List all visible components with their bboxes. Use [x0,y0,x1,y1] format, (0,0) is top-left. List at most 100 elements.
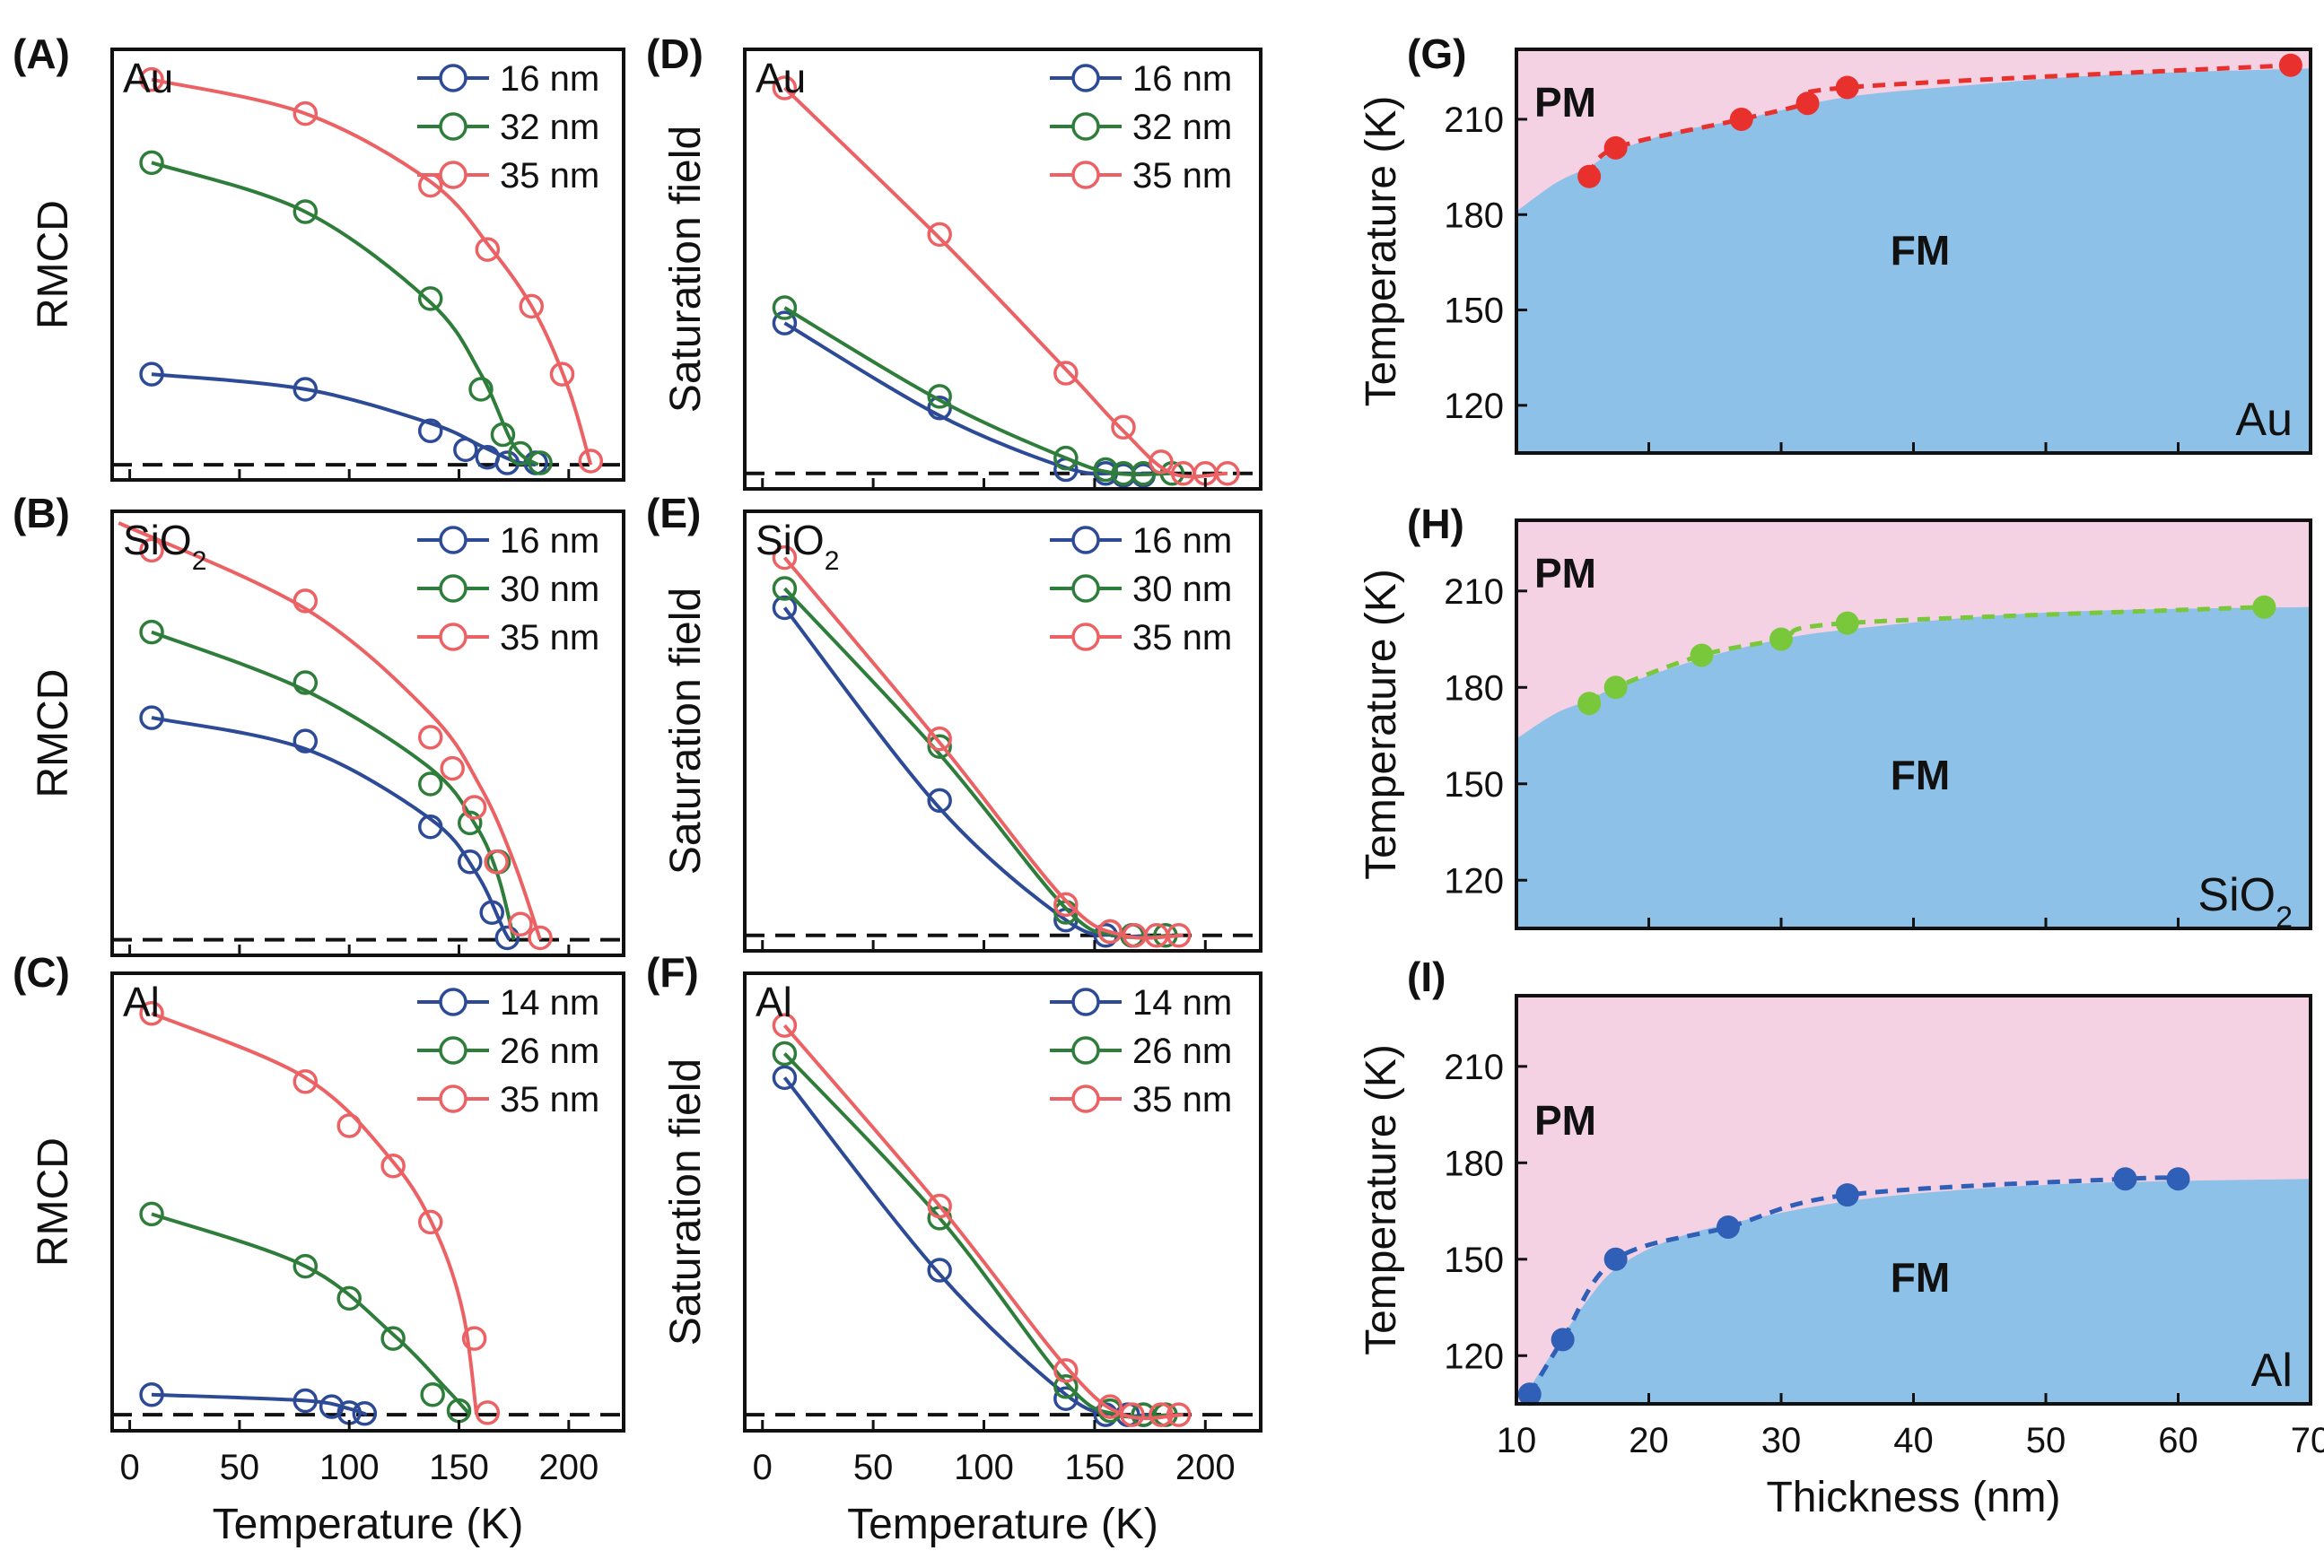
data-point [772,1041,798,1067]
data-point [927,222,952,248]
legend-label: 35 nm [1132,618,1232,658]
xtick-label: 0 [753,1448,773,1487]
data-point [417,286,443,311]
xtick-label: 40 [1893,1421,1934,1460]
fm-label: FM [1891,227,1950,274]
series-line-2 [782,1024,1184,1421]
data-point [1835,1183,1859,1207]
data-point [1835,75,1859,100]
y-axis-label: Temperature (K) [1358,569,1405,880]
panel-label: (F) [646,949,699,996]
y-axis-label: RMCD [30,669,77,798]
panel-label: (B) [13,490,70,536]
x-axis-label: Temperature (K) [847,1501,1158,1548]
data-point [1097,1394,1123,1419]
data-point [927,726,952,752]
data-point [1149,449,1174,475]
data-point [139,362,164,387]
data-point [336,1285,362,1311]
legend-marker [1071,64,1100,92]
legend-marker [439,112,467,141]
data-point [139,1201,164,1227]
series-line-0 [782,1076,1150,1418]
ytick-label: 150 [1444,292,1504,331]
data-point [1149,1402,1174,1427]
plot-frame [110,971,625,1433]
data-point [772,544,798,571]
data-point [1166,1402,1192,1427]
x-axis-label: Temperature (K) [213,1501,524,1548]
xtick-label: 10 [1497,1421,1537,1460]
panel-label: (A) [13,30,70,77]
pm-label: PM [1534,1097,1596,1144]
data-point [293,377,319,402]
substrate-subscript: 2 [192,546,207,576]
panel-label: (I) [1407,954,1446,1000]
ytick-label: 150 [1444,1241,1504,1280]
xtick-label: 60 [2158,1421,2198,1460]
data-point [420,1381,445,1407]
data-point [528,925,553,951]
y-axis-label: Saturation field [662,126,710,413]
data-point [490,422,516,448]
panel-d: 16 nm 32 nm 35 nm Au (D) Saturation field [646,30,1262,491]
data-point [927,395,952,421]
xtick-label: 150 [429,1448,489,1487]
data-point [319,1394,345,1419]
legend-marker [1071,574,1100,603]
panel-c: 14 nm 26 nm 35 nm Al 0 50 100 150 200 (C) RMCD Temp… [13,949,625,1548]
legend-marker [439,1036,467,1065]
series-line-1 [151,1212,472,1416]
data-point [1097,919,1123,945]
ytick-label: 210 [1444,572,1504,612]
substrate-subscript: 2 [825,546,840,576]
data-point [293,728,319,754]
data-point [417,418,443,444]
plot-frame [743,48,1262,491]
legend-label: 35 nm [1132,1080,1232,1119]
legend-label: 32 nm [1132,108,1232,147]
data-point [772,295,798,320]
xtick-label: 0 [119,1448,139,1487]
legend-label: 14 nm [500,983,599,1023]
data-point [139,1000,164,1026]
data-point [336,1113,362,1138]
panel-b: 16 nm 30 nm 35 nm SiO2 (B) RMCD [13,490,625,957]
y-axis-label: RMCD [30,1137,77,1267]
data-point [475,1400,501,1425]
data-point [772,1065,798,1091]
data-point [417,814,443,840]
fm-label: FM [1891,752,1950,798]
xtick-label: 100 [319,1448,380,1487]
data-point [475,237,501,262]
data-point [927,1193,952,1219]
xtick-label: 200 [538,1448,598,1487]
data-point [528,450,553,475]
substrate-label: Au [123,55,173,101]
data-point [1053,361,1079,386]
data-point [2113,1167,2137,1191]
data-point [772,1013,798,1038]
data-point [1517,1382,1542,1407]
xtick-label: 30 [1761,1421,1802,1460]
fit-line [1587,605,2265,706]
data-point [458,810,483,836]
data-point [578,449,604,474]
data-point [1690,643,1714,667]
series-line-2 [782,556,1184,940]
data-point [1053,1386,1079,1411]
data-point [508,911,533,937]
panel-label: (G) [1407,30,1466,77]
xtick-label: 50 [2026,1421,2066,1460]
series-line-1 [782,1052,1173,1419]
data-point [549,362,575,387]
legend-marker [439,574,467,603]
y-axis-label: Temperature (K) [1358,1044,1405,1355]
data-point [519,293,545,319]
legend-label: 35 nm [500,618,599,658]
data-point [1053,1358,1079,1383]
substrate-label: Au [2235,394,2293,446]
legend-marker [439,1085,467,1113]
data-point [139,619,164,645]
